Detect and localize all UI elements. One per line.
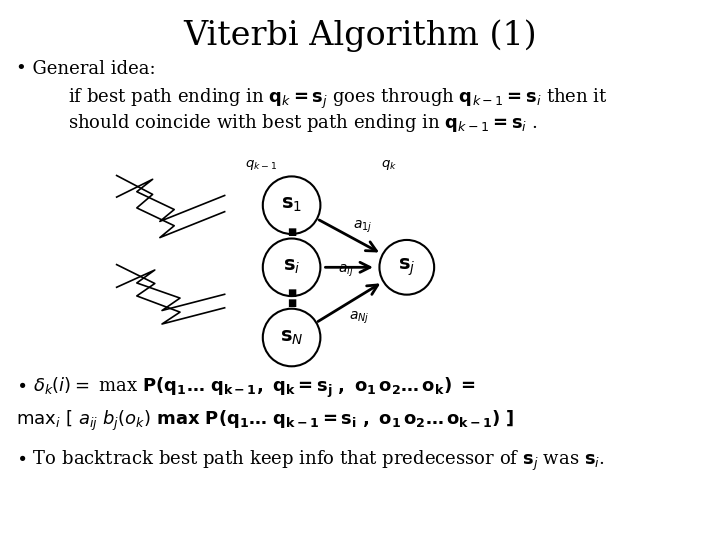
Text: $q_k$: $q_k$ [381,158,397,172]
Text: $\mathbf{s}_i$: $\mathbf{s}_i$ [283,258,300,276]
Text: ■: ■ [287,299,296,308]
Ellipse shape [263,239,320,296]
Text: • General idea:: • General idea: [16,60,156,78]
Ellipse shape [263,177,320,234]
Text: should coincide with best path ending in $\mathbf{q}_{k-1}\mathbf{= s}_i$ .: should coincide with best path ending in… [68,112,538,134]
Text: $a_{1j}$: $a_{1j}$ [353,219,372,235]
Text: ■: ■ [287,288,296,298]
Text: $\mathbf{s}_N$: $\mathbf{s}_N$ [280,328,303,347]
Ellipse shape [379,240,434,295]
Text: $\bullet\ \delta_k(i) = $ max $\mathbf{P(q_1\ldots\ q_{k-1},\ q_k{=}s_j\ ,\ o_1\: $\bullet\ \delta_k(i) = $ max $\mathbf{P… [16,375,476,400]
Text: $\bullet$ To backtrack best path keep info that predecessor of $\mathbf{s}_j$ wa: $\bullet$ To backtrack best path keep in… [16,449,605,474]
Text: $a_{ij}$: $a_{ij}$ [338,263,354,279]
Text: $a_{Nj}$: $a_{Nj}$ [349,309,369,326]
Text: ■: ■ [287,227,296,237]
Text: Viterbi Algorithm (1): Viterbi Algorithm (1) [183,19,537,51]
Ellipse shape [263,309,320,366]
Text: $\mathrm{max}_i\ [\ a_{ij}\ b_j(o_k)\ \mathbf{max\ P(q_1\ldots\ q_{k-1}{=}s_i\ ,: $\mathrm{max}_i\ [\ a_{ij}\ b_j(o_k)\ \m… [16,409,514,433]
Text: $\mathbf{s}_1$: $\mathbf{s}_1$ [281,196,302,214]
Text: $\mathbf{s}_j$: $\mathbf{s}_j$ [398,256,415,278]
Text: if best path ending in $\mathbf{q}_k\mathbf{= s}_j$ goes through $\mathbf{q}_{k-: if best path ending in $\mathbf{q}_k\mat… [68,86,608,111]
Text: $q_{k-1}$: $q_{k-1}$ [245,158,276,172]
